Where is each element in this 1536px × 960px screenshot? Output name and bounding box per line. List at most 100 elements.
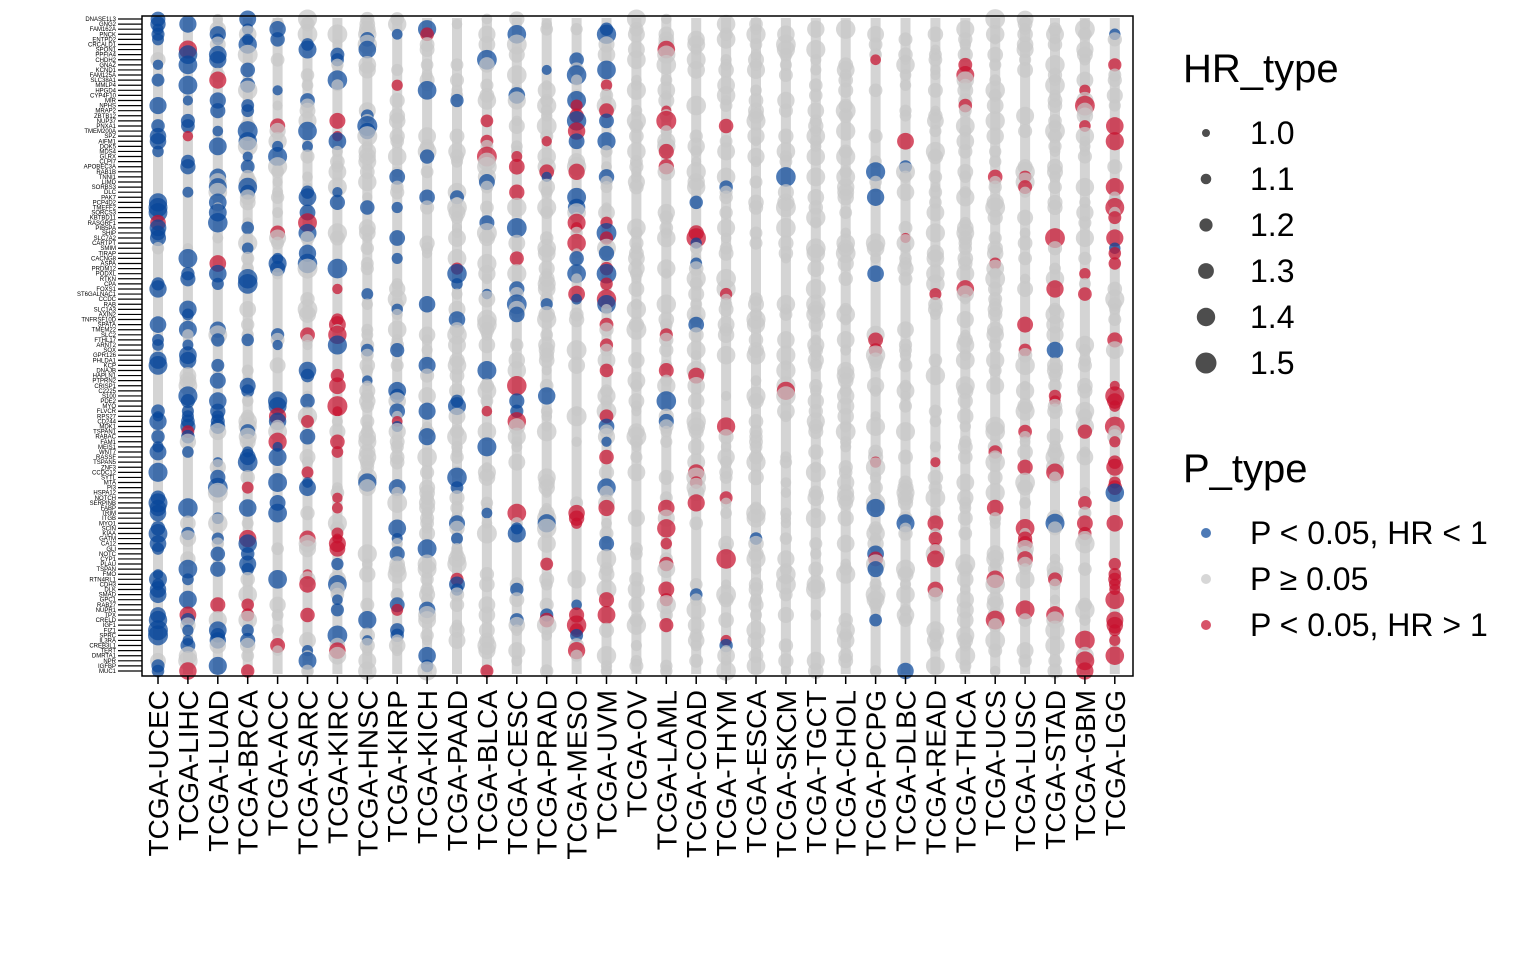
y-tick-label: RASGRF1 <box>88 221 117 227</box>
data-point <box>237 136 258 157</box>
data-point <box>985 483 1005 503</box>
data-point <box>896 55 915 75</box>
y-tick-label: TMEM200A <box>84 129 116 135</box>
data-point <box>687 616 705 634</box>
data-point <box>1017 209 1034 226</box>
data-point <box>179 351 197 369</box>
data-point <box>329 194 345 210</box>
data-point <box>241 624 254 637</box>
data-point <box>780 410 792 423</box>
data-point <box>208 513 228 533</box>
data-point <box>361 328 374 341</box>
y-tick-label: SLC7A2 <box>94 236 117 242</box>
data-point <box>449 368 465 383</box>
data-point <box>898 32 913 47</box>
data-point <box>541 629 553 641</box>
data-point <box>898 613 913 628</box>
data-point <box>302 171 313 183</box>
data-point <box>866 498 885 518</box>
data-point <box>985 421 1006 442</box>
data-point <box>1048 378 1062 393</box>
y-tick-label: SORCS3 <box>91 211 116 217</box>
y-tick-label: PCP4D2 <box>93 200 117 206</box>
data-point <box>628 596 645 613</box>
y-tick-label: SOX <box>103 348 116 354</box>
data-point <box>810 54 822 66</box>
data-point <box>810 609 822 621</box>
data-point <box>271 624 284 637</box>
x-axis-ticks: TCGA-UCECTCGA-LIHCTCGA-LUADTCGA-BRCATCGA… <box>143 676 1131 860</box>
data-point <box>331 502 343 514</box>
data-point <box>656 294 677 314</box>
y-tick-label: GPR126 <box>93 353 117 359</box>
data-point <box>835 421 856 442</box>
y-tick-label: TMEM22 <box>92 328 117 334</box>
data-point <box>1105 132 1124 151</box>
data-point <box>358 610 377 630</box>
data-point <box>928 353 943 368</box>
data-point <box>241 364 254 377</box>
data-point <box>1107 32 1122 47</box>
data-point <box>749 440 763 454</box>
data-point <box>1106 514 1124 532</box>
data-point <box>417 559 437 579</box>
data-point <box>478 606 496 624</box>
data-point <box>957 393 973 409</box>
data-point <box>957 439 973 455</box>
data-point <box>269 20 286 38</box>
data-point <box>869 613 882 627</box>
data-point <box>537 81 556 100</box>
data-point <box>271 165 285 179</box>
data-point <box>358 172 377 192</box>
data-point <box>1049 146 1061 157</box>
data-point <box>421 344 433 356</box>
data-point <box>210 561 226 577</box>
data-point <box>660 425 673 438</box>
data-point <box>568 133 585 150</box>
data-point <box>837 372 854 389</box>
data-point <box>926 203 945 222</box>
data-point <box>626 299 647 319</box>
data-point <box>601 517 612 529</box>
data-point <box>537 280 556 298</box>
data-point <box>1108 99 1121 112</box>
data-point <box>599 322 614 337</box>
data-point <box>1105 341 1124 359</box>
y-tick-label: ARNT2 <box>96 343 116 349</box>
data-point <box>986 326 1004 344</box>
data-point <box>1107 159 1123 175</box>
data-point <box>451 288 463 300</box>
data-point <box>900 390 911 402</box>
data-point <box>361 364 374 377</box>
data-point <box>956 188 975 207</box>
data-point <box>777 606 794 624</box>
data-point <box>300 368 315 383</box>
data-point <box>390 358 404 372</box>
data-point <box>690 145 703 158</box>
data-point <box>959 420 972 433</box>
y-tick-label: IGF1 <box>103 623 117 629</box>
data-point <box>658 143 674 160</box>
data-point <box>480 200 494 215</box>
data-point <box>1017 444 1033 460</box>
y-tick-label: PODXL <box>96 272 117 278</box>
data-point <box>1047 98 1063 113</box>
y-tick-label: DOK5 <box>100 144 117 150</box>
data-point <box>627 463 646 482</box>
data-point <box>865 457 886 477</box>
data-point <box>149 504 167 522</box>
data-point <box>601 303 612 315</box>
data-point <box>387 147 407 166</box>
data-point <box>780 518 792 529</box>
data-point <box>1106 458 1124 476</box>
data-point <box>540 664 554 678</box>
y-tick-label: SLC2 <box>101 333 117 339</box>
data-point <box>1078 562 1092 576</box>
x-tick-label: TCGA-ESCA <box>741 690 772 854</box>
data-point <box>179 433 197 450</box>
x-tick-label: TCGA-LUAD <box>203 690 234 852</box>
data-point <box>540 186 553 199</box>
data-point <box>1046 341 1064 359</box>
data-point <box>331 58 344 72</box>
data-point <box>629 118 644 134</box>
